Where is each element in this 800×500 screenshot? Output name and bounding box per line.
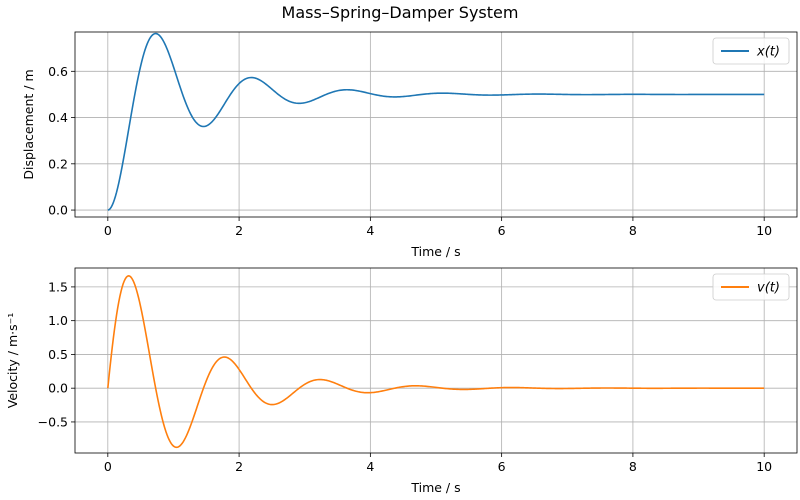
x-axis-label: Time / s <box>410 480 460 495</box>
legend-box <box>712 273 790 301</box>
figure-title: Mass–Spring–Damper System <box>281 3 519 22</box>
x-axis-label: Time / s <box>410 244 460 259</box>
x-tick-label: 2 <box>235 223 243 238</box>
x-tick-label: 10 <box>756 459 772 474</box>
x-tick-label: 6 <box>498 223 506 238</box>
y-tick-label: 0.0 <box>48 203 68 218</box>
x-tick-label: 4 <box>366 459 374 474</box>
axes-frame <box>74 31 798 218</box>
legend-label: x(t) <box>756 45 780 60</box>
legend: x(t) <box>712 37 790 65</box>
y-tick-label: 1.5 <box>48 279 68 294</box>
x-tick-label: 0 <box>104 223 112 238</box>
series-line-velocity <box>107 275 765 449</box>
panel-2: 0 2 4 6 8 10 −0.5 0.0 0.5 1.0 1.5 Time / s Velocity … <box>5 267 798 495</box>
legend-box <box>712 37 790 65</box>
x-tick-label: 0 <box>104 459 112 474</box>
y-tick-label: 0.6 <box>48 64 68 79</box>
legend: v(t) <box>712 273 790 301</box>
x-tick-label: 6 <box>498 459 506 474</box>
axes-frame <box>74 267 798 454</box>
y-axis-label: Displacement / m <box>21 69 36 179</box>
y-tick-label: 0.5 <box>48 347 68 362</box>
x-tick-label: 8 <box>629 459 637 474</box>
y-tick-label: 0.0 <box>48 381 68 396</box>
y-tick-label: 1.0 <box>48 313 68 328</box>
x-tick-label: 4 <box>366 223 374 238</box>
x-tick-label: 8 <box>629 223 637 238</box>
series-line-displacement <box>107 32 765 211</box>
y-tick-label: 0.4 <box>48 110 68 125</box>
legend-label: v(t) <box>757 281 780 296</box>
y-axis-label: Velocity / m·s⁻¹ <box>5 313 20 408</box>
y-tick-label: −0.5 <box>38 414 68 429</box>
x-tick-label: 10 <box>756 223 772 238</box>
x-tick-label: 2 <box>235 459 243 474</box>
panel-1: 0 2 4 6 8 10 0.0 0.2 0.4 0.6 Time / s Displacement … <box>21 31 798 259</box>
y-tick-label: 0.2 <box>48 156 68 171</box>
